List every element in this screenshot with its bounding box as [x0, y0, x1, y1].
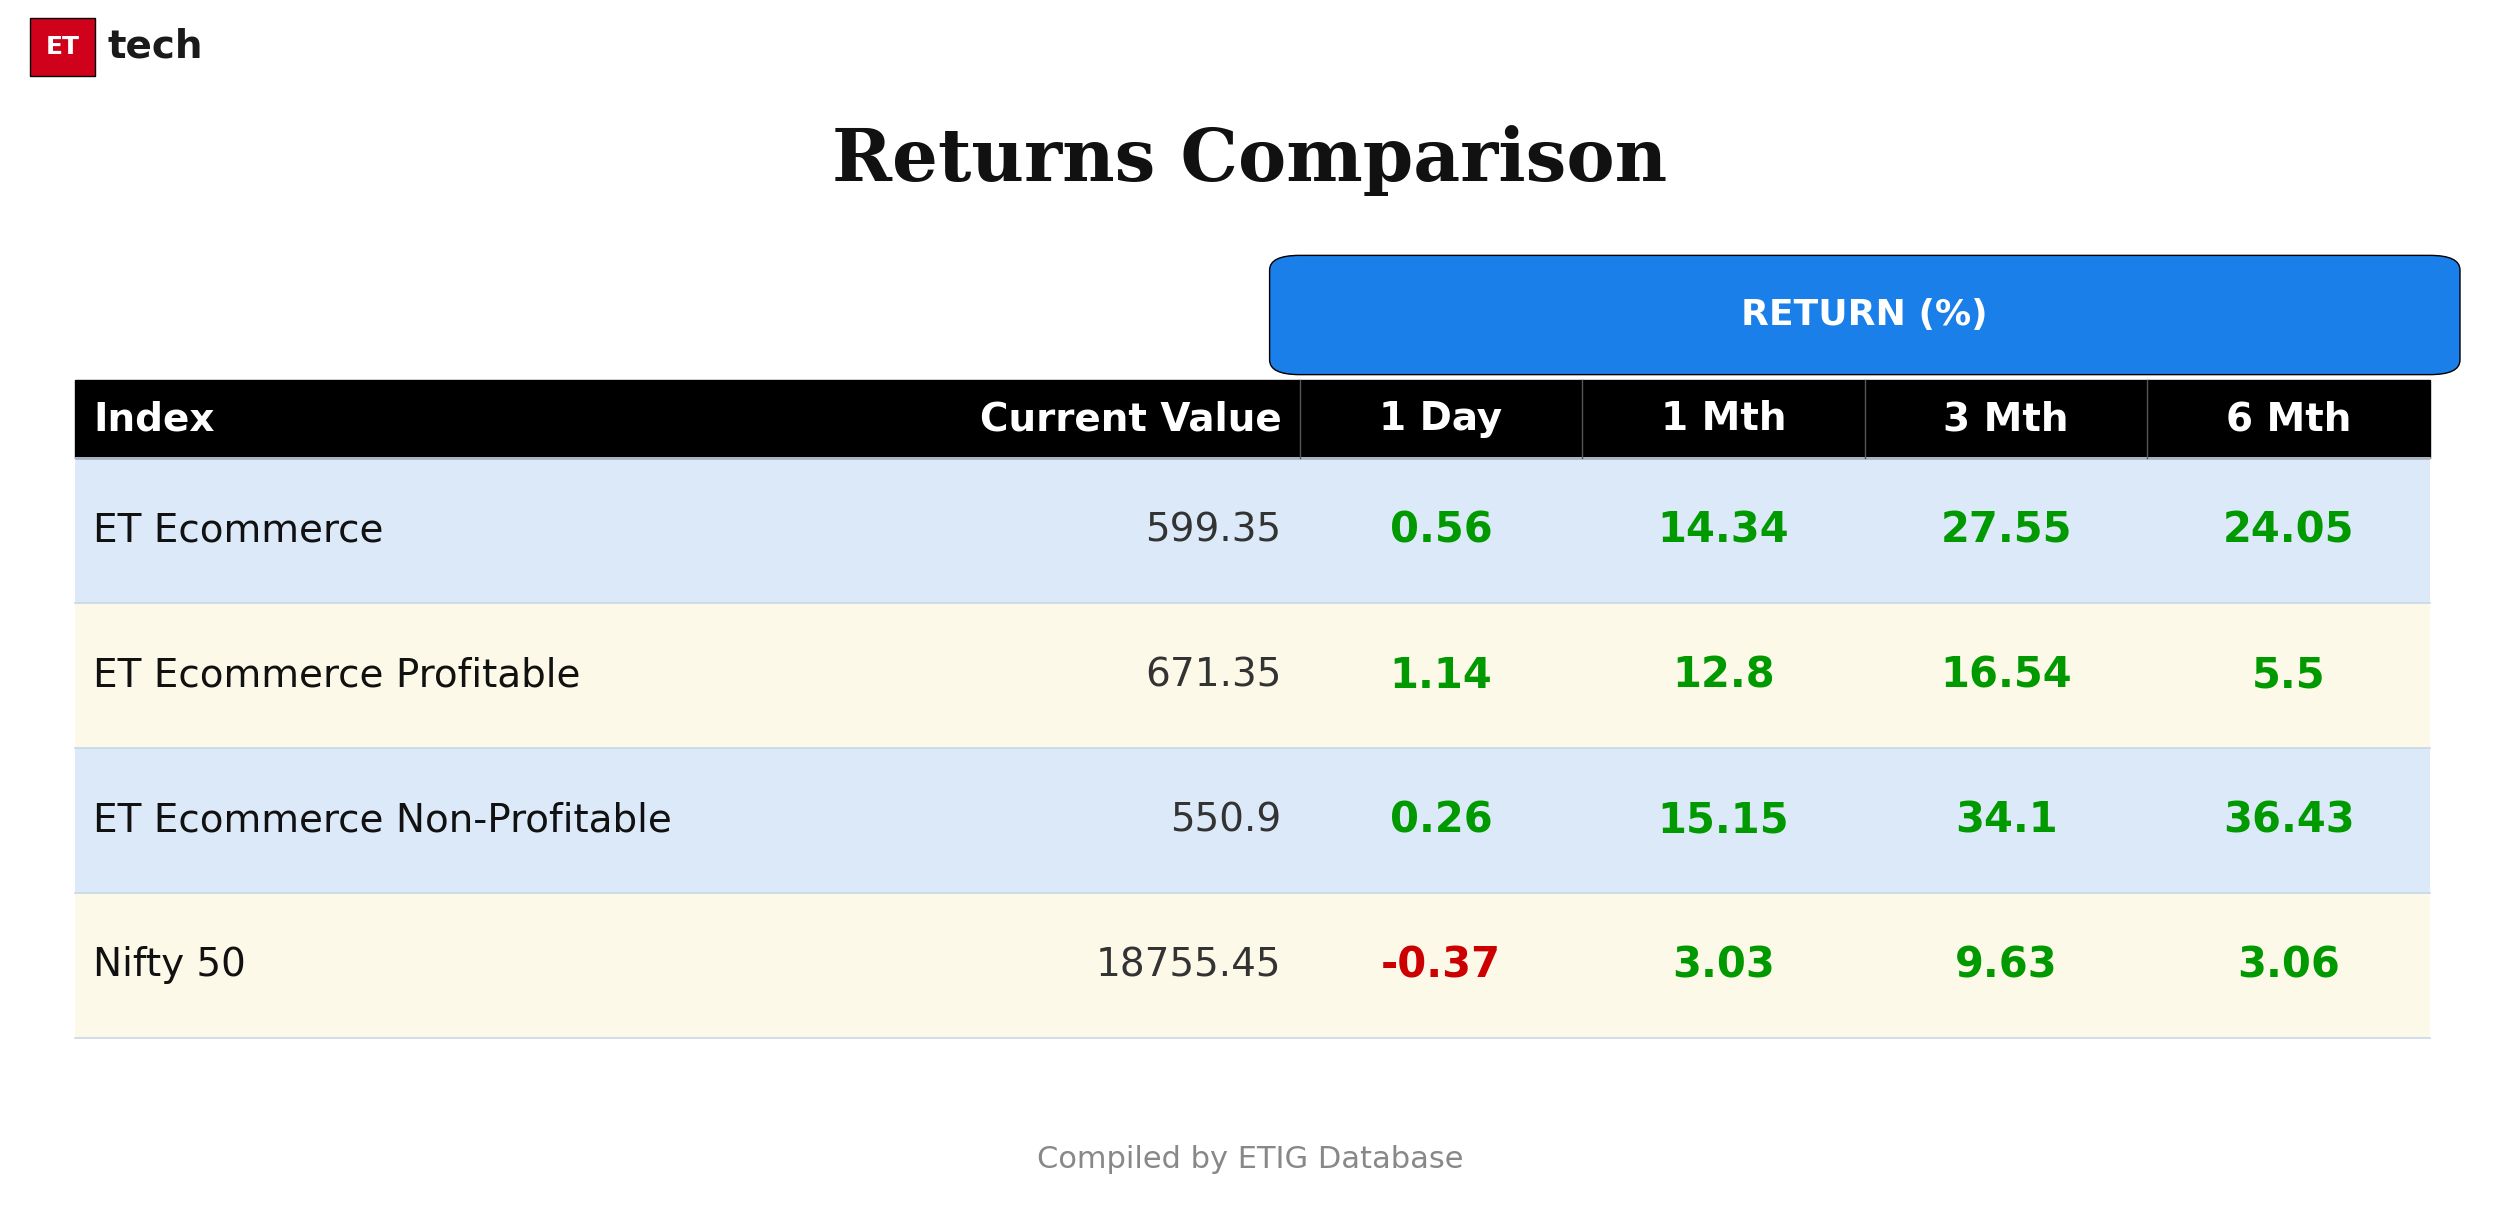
Text: 9.63: 9.63	[1955, 945, 2058, 986]
Text: 24.05: 24.05	[2222, 510, 2355, 551]
Text: 550.9: 550.9	[1170, 802, 1282, 840]
Text: tech: tech	[107, 28, 202, 66]
Text: Nifty 50: Nifty 50	[92, 946, 245, 985]
Text: 6 Mth: 6 Mth	[2225, 400, 2352, 438]
Text: Compiled by ETIG Database: Compiled by ETIG Database	[1038, 1146, 1462, 1174]
Text: ET Ecommerce: ET Ecommerce	[92, 512, 382, 550]
Text: 27.55: 27.55	[1940, 510, 2072, 551]
Text: 34.1: 34.1	[1955, 800, 2058, 841]
Text: 1 Day: 1 Day	[1380, 400, 1502, 438]
Text: 3.03: 3.03	[1672, 945, 1775, 986]
Text: 0.56: 0.56	[1390, 510, 1492, 551]
Text: 3.06: 3.06	[2238, 945, 2340, 986]
Text: 1.14: 1.14	[1390, 655, 1492, 696]
Text: 18755.45: 18755.45	[1095, 946, 1282, 985]
Text: -0.37: -0.37	[1380, 945, 1500, 986]
Text: 36.43: 36.43	[2222, 800, 2355, 841]
Text: ET: ET	[45, 35, 80, 59]
Text: 12.8: 12.8	[1672, 655, 1775, 696]
Text: RETURN (%): RETURN (%)	[1742, 297, 1988, 332]
Text: 14.34: 14.34	[1658, 510, 1790, 551]
Text: Returns Comparison: Returns Comparison	[832, 124, 1668, 195]
Text: ET Ecommerce Non-Profitable: ET Ecommerce Non-Profitable	[92, 802, 672, 840]
Text: 3 Mth: 3 Mth	[1942, 400, 2070, 438]
Text: 5.5: 5.5	[2252, 655, 2325, 696]
Text: 599.35: 599.35	[1145, 512, 1282, 550]
Text: Current Value: Current Value	[980, 400, 1282, 438]
Text: 15.15: 15.15	[1658, 800, 1790, 841]
Text: 0.26: 0.26	[1390, 800, 1492, 841]
Text: 16.54: 16.54	[1940, 655, 2072, 696]
Text: ET Ecommerce Profitable: ET Ecommerce Profitable	[92, 657, 580, 695]
Text: Index: Index	[92, 400, 215, 438]
Text: 1 Mth: 1 Mth	[1660, 400, 1785, 438]
Text: 671.35: 671.35	[1145, 657, 1282, 695]
